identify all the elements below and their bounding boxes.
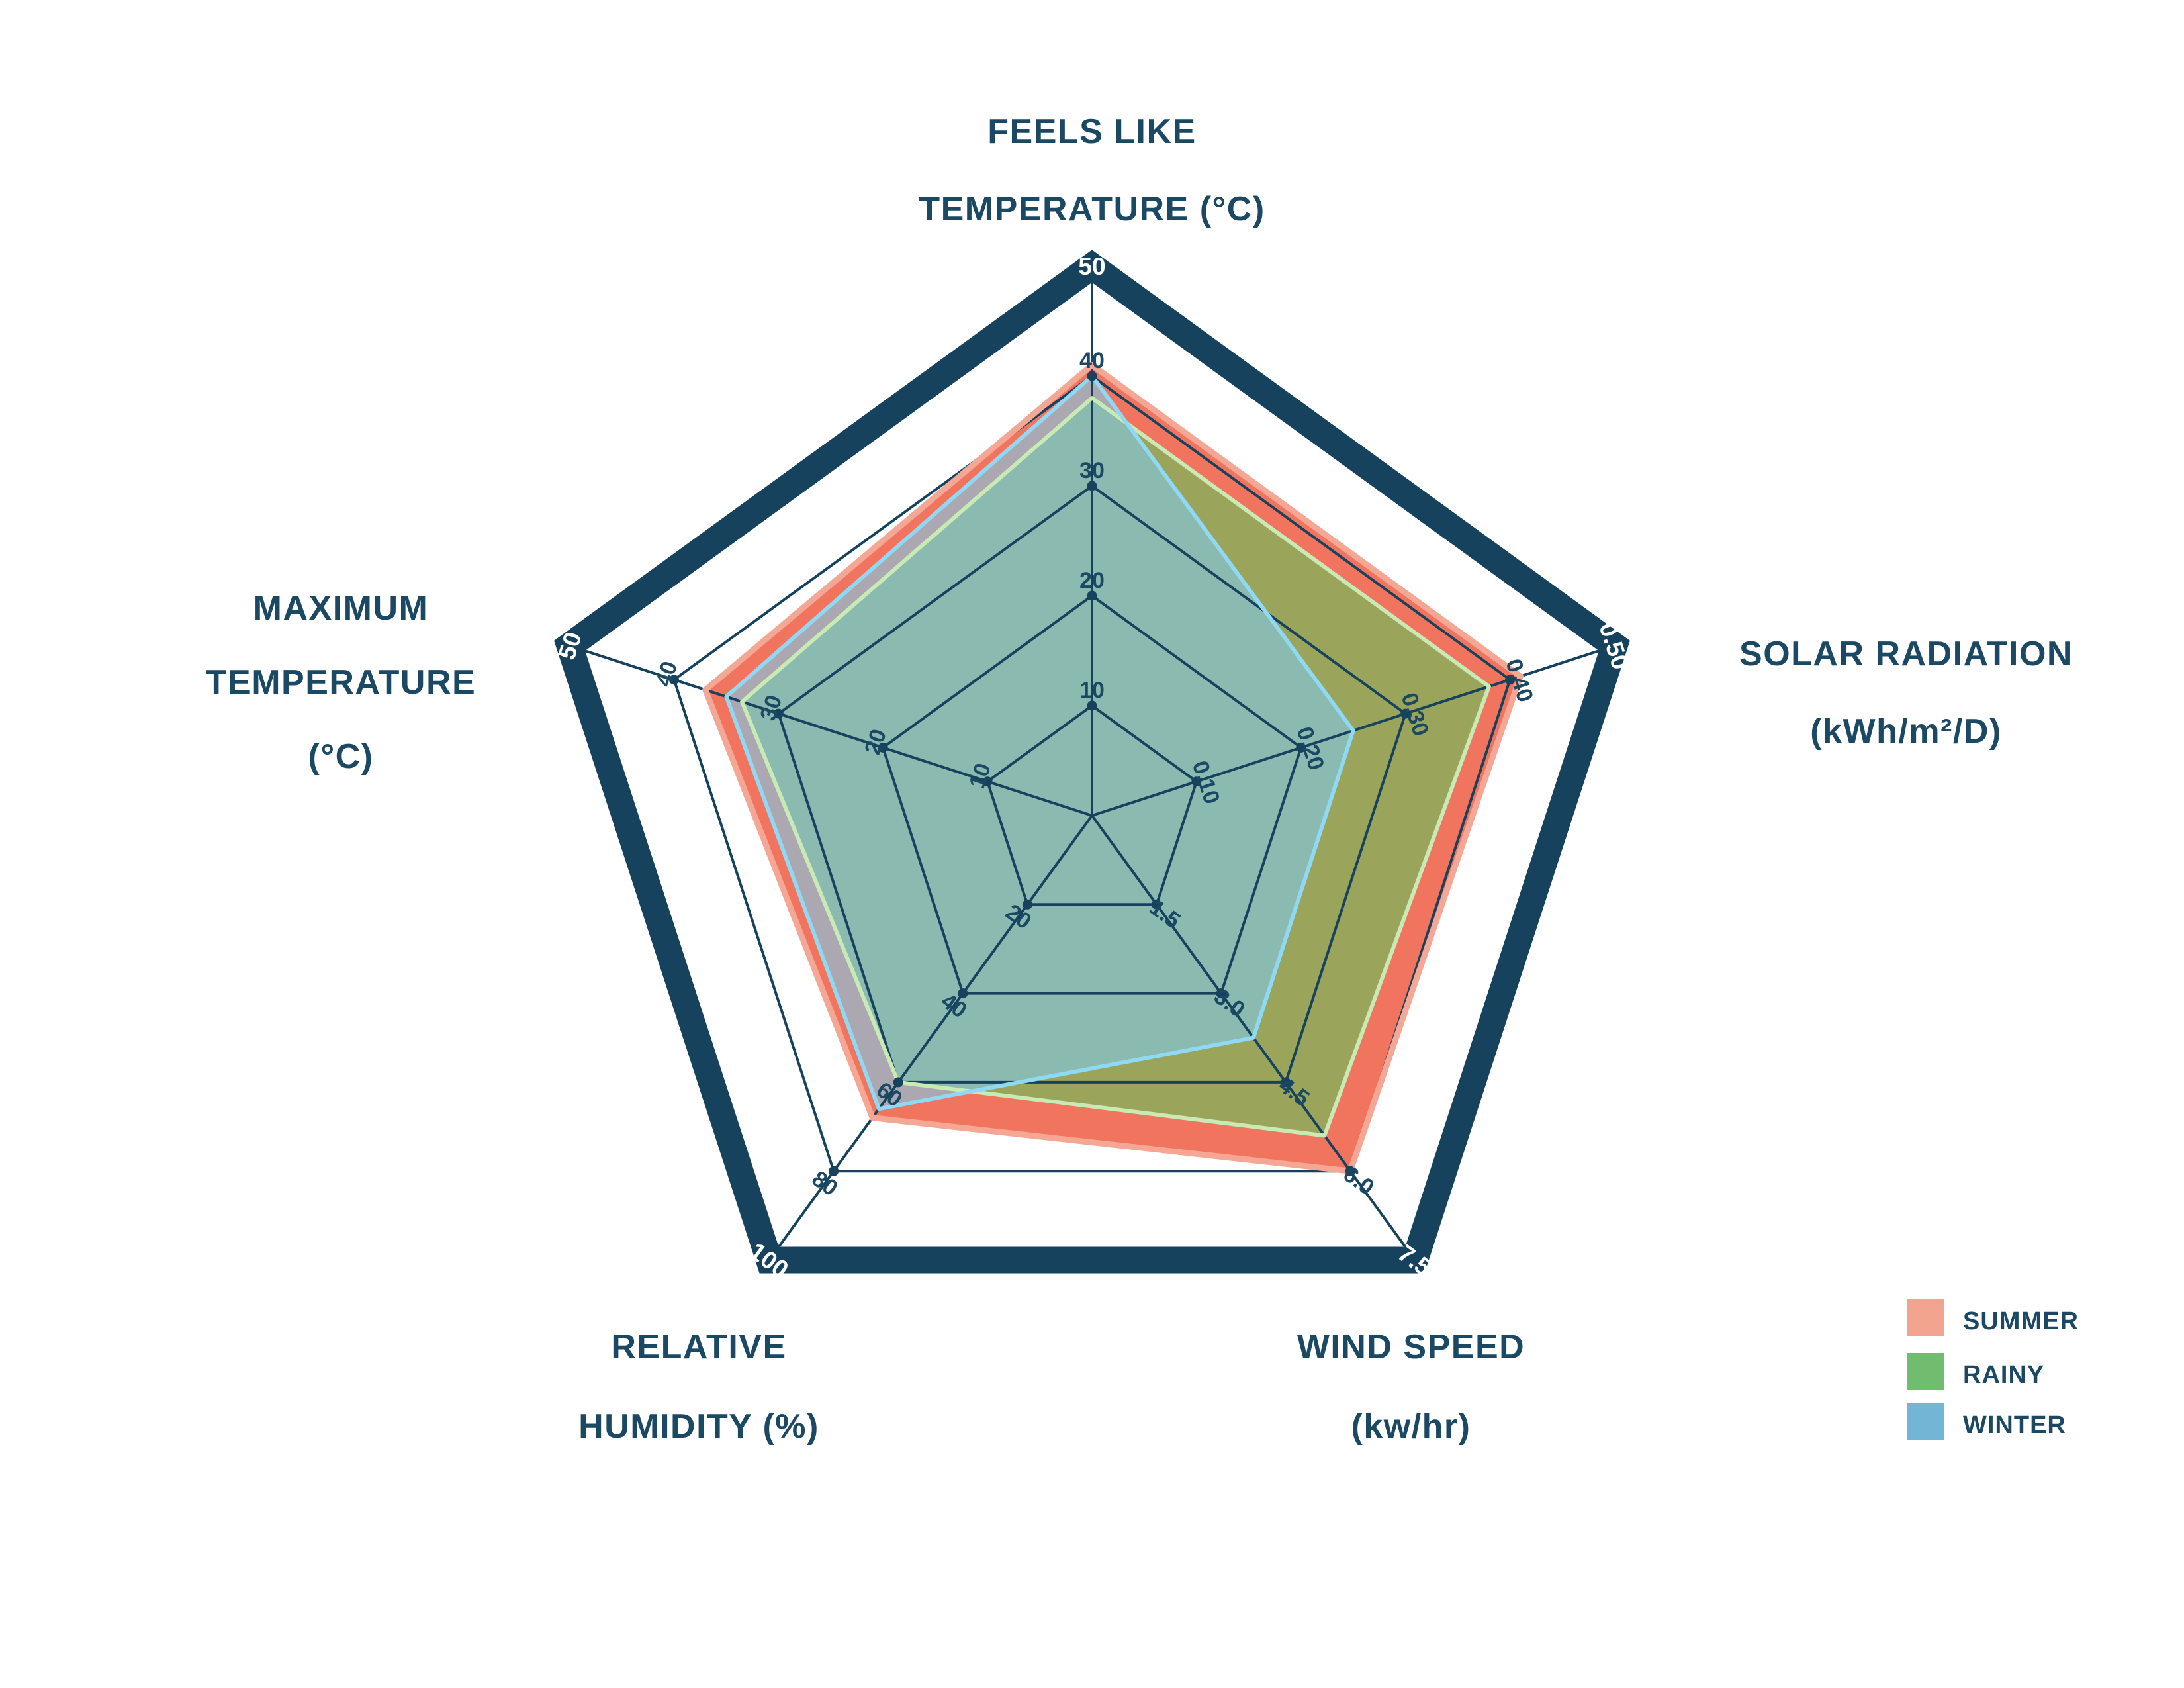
legend-label-rainy: RAINY: [1963, 1361, 2044, 1389]
tick-dot: [1152, 899, 1162, 910]
axis-title-line: (kw/hr): [1351, 1407, 1471, 1446]
tick-label: 30: [1079, 458, 1105, 483]
radar-plot-area: 10203040500.100.200.300.400.501.53.04.56…: [553, 250, 1635, 1284]
axis-title-line: FEELS LIKE: [987, 113, 1196, 151]
tick-label: 40: [651, 658, 682, 690]
tick-dot: [773, 708, 784, 719]
axis-title-line: RELATIVE: [611, 1328, 786, 1366]
tick-dot: [1400, 708, 1411, 719]
series-outline-winter: [724, 374, 1355, 1111]
tick-dot: [1087, 700, 1097, 711]
tick-label: 10: [1079, 678, 1105, 703]
tick-dot: [1022, 899, 1032, 910]
tick-dot: [1345, 1166, 1355, 1176]
axis-title-line: WIND SPEED: [1297, 1328, 1525, 1366]
tick-label: 20: [1079, 568, 1105, 593]
series-outline-summer: [702, 361, 1524, 1174]
axis-title-feels-like-temperature: FEELS LIKE TEMPERATURE (°C): [919, 113, 1265, 228]
legend-swatch-summer: [1907, 1299, 1944, 1336]
grid-ring: [777, 484, 1407, 1084]
axis-title-line: (°C): [308, 737, 374, 776]
axis-spoke-maximum-temperature: [569, 644, 1093, 817]
axis-title-relative-humidity: RELATIVE HUMIDITY (%): [578, 1328, 819, 1446]
tick-dot: [1281, 1077, 1291, 1088]
axis-title-line: MAXIMUM: [253, 589, 429, 628]
axis-title-line: TEMPERATURE (°C): [919, 190, 1265, 228]
series-outline-rainy: [740, 396, 1491, 1138]
grid-ring: [881, 594, 1303, 995]
axis-title-line: TEMPERATURE: [206, 663, 476, 702]
grid-ring: [985, 704, 1199, 906]
tick-dot: [829, 1166, 839, 1176]
grid-ring: [672, 374, 1512, 1173]
tick-dot: [668, 675, 679, 685]
tick-dot: [1505, 675, 1516, 685]
tick-dot: [1191, 776, 1202, 787]
axis-title-wind-speed: WIND SPEED (kw/hr): [1297, 1328, 1525, 1446]
legend-label-summer: SUMMER: [1963, 1307, 2079, 1335]
legend-label-winter: WINTER: [1963, 1411, 2066, 1439]
axis-title-line: (kWh/m²/D): [1810, 712, 2001, 751]
legend-swatch-winter: [1907, 1403, 1944, 1440]
outer-tick-label: 50: [1078, 253, 1105, 280]
axis-title-line: HUMIDITY (%): [578, 1407, 819, 1446]
tick-dot: [982, 776, 993, 787]
legend: SUMMER RAINY WINTER: [1907, 1299, 2079, 1440]
tick-dot: [893, 1077, 903, 1088]
axis-spoke-relative-humidity: [768, 814, 1093, 1261]
tick-dot: [1087, 590, 1097, 601]
outer-border: [554, 250, 1630, 1274]
legend-swatch-rainy: [1907, 1353, 1944, 1390]
tick-dot: [1087, 371, 1097, 381]
tick-dot: [958, 988, 968, 999]
axis-title-line: SOLAR RADIATION: [1739, 635, 2073, 673]
axis-title-maximum-temperature: MAXIMUM TEMPERATURE (°C): [206, 589, 476, 776]
tick-dot: [1216, 988, 1226, 999]
axis-title-solar-radiation: SOLAR RADIATION (kWh/m²/D): [1739, 635, 2073, 751]
tick-dot: [1087, 481, 1097, 491]
tick-dot: [1296, 742, 1306, 753]
tick-label: 40: [1079, 348, 1105, 373]
tick-dot: [878, 742, 888, 753]
